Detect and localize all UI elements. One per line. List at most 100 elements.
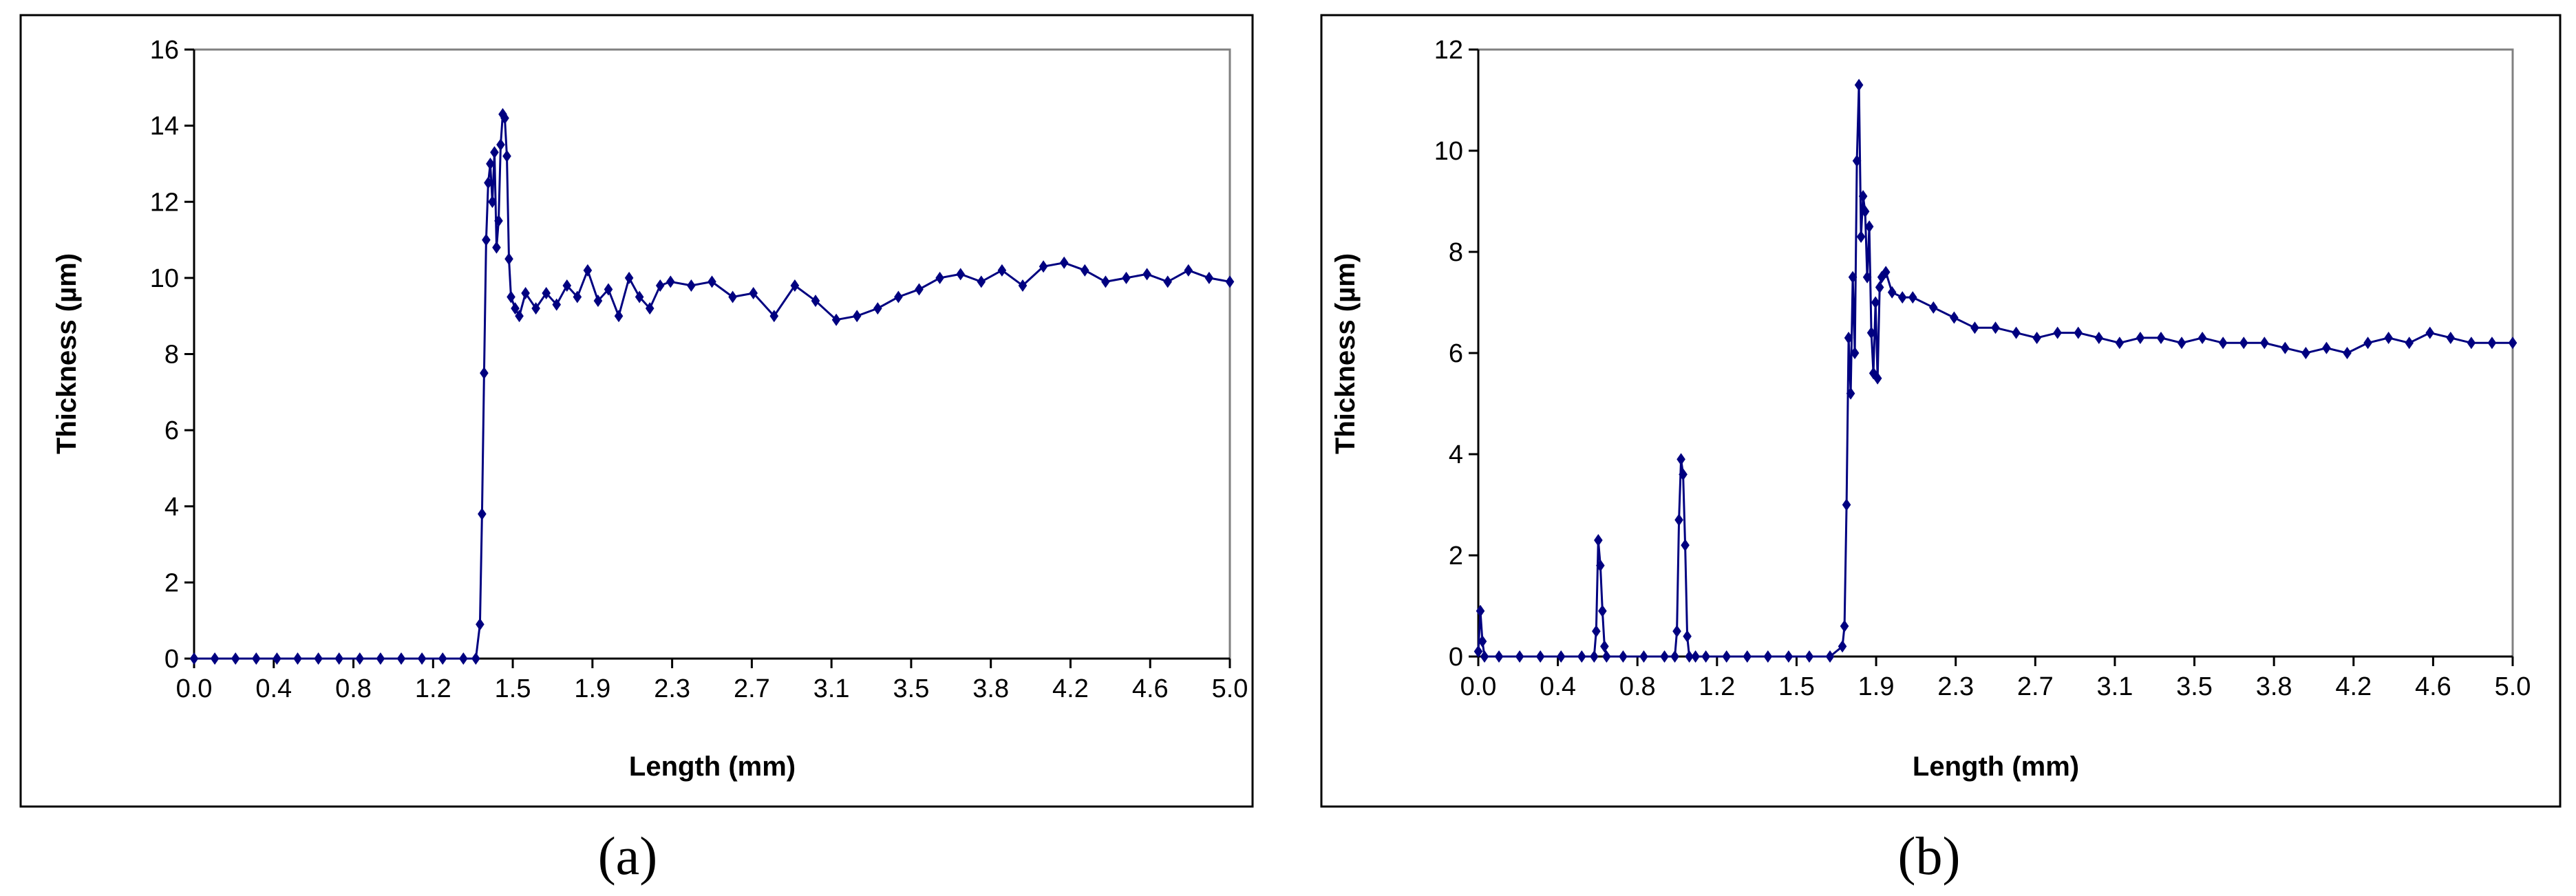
panel-b-data-point (1722, 650, 1732, 663)
panel-a-data-point (273, 652, 281, 665)
panel-b-data-point (2281, 341, 2290, 354)
panel-a-x-tick-label: 0.8 (335, 674, 372, 703)
panel-b-y-tick-label: 12 (1434, 36, 1463, 65)
panel-b-data-point (1856, 230, 1866, 243)
panel-a-x-tick-label: 4.6 (1132, 674, 1169, 703)
panel-b-data-point (1805, 650, 1814, 663)
panel-b-y-tick-label: 10 (1434, 137, 1463, 166)
panel-b-data-point (2259, 337, 2269, 350)
panel-a-x-tick-label: 4.2 (1052, 674, 1089, 703)
panel-b-data-point (1887, 286, 1897, 299)
panel-b-data-point (2053, 326, 2062, 339)
panel-b-y-tick-label: 6 (1449, 339, 1463, 368)
panel-b-data-point (1875, 281, 1884, 294)
panel-b-data-point (2094, 331, 2104, 344)
panel-a-data-point (831, 313, 841, 326)
panel-b-data-point (1670, 650, 1679, 663)
panel-a-data-point (355, 652, 365, 665)
panel-b-data-point (1825, 650, 1835, 663)
panel-a-data-point (1225, 275, 1235, 288)
panel-b-label: (b) (1898, 826, 1961, 886)
panel-a-data-point (769, 310, 779, 323)
panel-a-y-tick-label: 8 (164, 341, 179, 370)
panel-a-data-point (252, 652, 261, 665)
panel-a-data-point (915, 283, 924, 296)
panel-b-y-tick-label: 4 (1449, 440, 1463, 469)
panel-b-data-point (1476, 604, 1485, 617)
panel-b-data-point (1660, 650, 1669, 663)
panel-a-data-point (1122, 271, 1131, 284)
panel-a-data-point (635, 290, 644, 303)
panel-b-data-point (1784, 650, 1793, 663)
panel-a-data-point (498, 108, 507, 121)
panel-b-data-point (1515, 650, 1524, 663)
panel-a-data-point (484, 176, 493, 189)
panel-b-data-point (2446, 331, 2456, 344)
panel-b-data-point (2156, 331, 2166, 344)
panel-b-data-point (1877, 270, 1886, 284)
panel-a-data-point (1059, 256, 1069, 269)
panel-a-data-point (655, 279, 665, 292)
panel-b-data-point (2115, 337, 2125, 350)
panel-b-data-point (1590, 650, 1599, 663)
panel-b-data-point (1866, 326, 1876, 339)
panel-a-data-point (956, 268, 965, 281)
panel-b-data-point (2218, 337, 2228, 350)
panel-b-data-point (1681, 539, 1690, 552)
panel-b-data-point (2136, 331, 2145, 344)
panel-b-x-tick-label: 4.2 (2335, 672, 2372, 701)
panel-b-x-tick-label: 1.2 (1699, 672, 1735, 701)
panel-a-data-point (334, 652, 343, 665)
panel-b-y-axis-title: Thickness (µm) (1330, 253, 1361, 454)
panel-a-data-point (515, 310, 524, 323)
panel-b-data-point (1850, 347, 1860, 359)
panel-b-data-point (1950, 311, 1959, 324)
panel-b-data-point (1871, 296, 1880, 309)
panel-a-data-point (314, 652, 323, 665)
panel-b-x-tick-label: 2.7 (2017, 672, 2054, 701)
panel-b-data-point (2467, 337, 2476, 350)
panel-a-data-point (935, 271, 944, 284)
panel-b-data-point (1556, 650, 1566, 663)
panel-a-y-tick-label: 14 (150, 112, 179, 141)
panel-a-x-ticks: 0.0 0.4 0.8 1.2 1.5 1.9 2.3 2.7 3.1 3.5 3.8 4.2 4.6 5… (176, 659, 1248, 703)
panel-b-data-point (2012, 326, 2021, 339)
panel-a-data-point (478, 507, 487, 520)
panel-b-y-tick-label: 0 (1449, 643, 1463, 672)
panel-a-data-point (521, 287, 530, 299)
panel-a-y-tick-label: 0 (164, 645, 179, 674)
panel-a-x-tick-label: 1.2 (415, 674, 451, 703)
panel-b-data-point (1848, 270, 1858, 284)
panel-b-y-tick-label: 2 (1449, 542, 1463, 570)
panel-b-data-point (1494, 650, 1504, 663)
panel-b-x-tick-label: 5.0 (2495, 672, 2531, 701)
panel-b-x-axis-title: Length (mm) (1913, 751, 2079, 782)
panel-a-data-point (488, 195, 497, 209)
panel-a-data-point (687, 279, 696, 292)
panel-b-x-tick-label: 1.9 (1858, 672, 1895, 701)
panel-b-data-point (1676, 453, 1685, 466)
panel-b-x-tick-label: 3.8 (2256, 672, 2292, 701)
panel-a-data-point (471, 652, 480, 665)
panel-b-data-point (1535, 650, 1545, 663)
panel-a-data-point (1101, 275, 1110, 288)
panel-b-data-point (1619, 650, 1628, 663)
panel-a-data-point (1204, 271, 1214, 284)
panel-a: 0 2 4 6 8 10 12 14 16 0.0 0.4 0.8 1.2 1.5 1.9 2.3 2.7 3.… (19, 14, 1254, 808)
panel-b-data-point (1991, 321, 2000, 334)
panel-a-data-point (504, 253, 513, 266)
panel-a-data-point (573, 290, 582, 303)
panel-a-data-point (707, 275, 716, 288)
panel-a-data-point (492, 241, 501, 254)
panel-a-data-point (531, 302, 540, 315)
panel-a-data-point (790, 279, 800, 292)
panel-b-plot-area (1477, 48, 2514, 658)
panel-b-data-point (2343, 347, 2352, 359)
panel-a-data-point (293, 652, 302, 665)
panel-a-data-point (496, 138, 505, 151)
panel-a-x-tick-label: 0.4 (255, 674, 292, 703)
panel-b-data-point (1862, 270, 1872, 284)
panel-a-data-point (210, 652, 220, 665)
panel-a-data-point (480, 367, 489, 380)
